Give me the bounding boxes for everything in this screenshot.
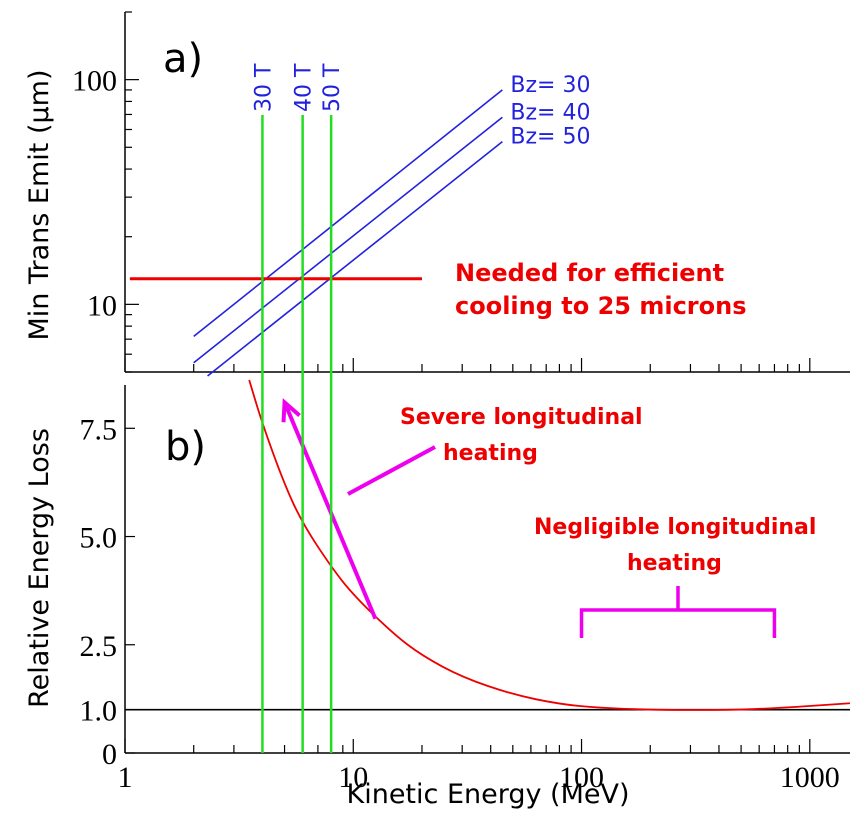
heating-arrow-head <box>281 398 301 423</box>
threshold-label-line1: Needed for efficient <box>455 259 724 287</box>
x-axis-label: Kinetic Energy (MeV) <box>347 779 630 810</box>
panel-b-y-tick-labels: 0 1.0 2.5 5.0 7.5 <box>80 413 118 771</box>
threshold-label-line2: cooling to 25 microns <box>455 292 747 320</box>
negligible-heating-bracket <box>579 586 777 638</box>
negligible-heating-line2: heating <box>627 551 722 576</box>
panel-b-y-tick-label: 0 <box>102 738 117 771</box>
x-tick-label: 1 <box>118 761 133 794</box>
severe-heating-line1: Severe longitudinal <box>400 405 643 430</box>
field-line-label-1: 40 T <box>292 63 317 112</box>
panel-b-x-ticks <box>124 739 811 753</box>
x-tick-label: 1000 <box>780 761 840 794</box>
panel-a-y-axis-label: Min Trans Emit (μm) <box>24 69 55 340</box>
panel-b-y-tick-label: 2.5 <box>80 630 118 663</box>
panel-b-y-axis-label: Relative Energy Loss <box>24 428 55 708</box>
negligible-heating-line1: Negligible longitudinal <box>534 515 816 540</box>
x-tick-label: 100 <box>559 761 604 794</box>
panel-b-label: b) <box>165 424 206 470</box>
bz-label-1: Bz= 40 <box>510 100 590 125</box>
panel-a-y-tick-labels: 10 100 <box>72 65 117 323</box>
panel-b-y-tick-label: 7.5 <box>80 413 118 446</box>
panel-b-y-ticks <box>125 427 135 754</box>
bz-line-1 <box>193 116 503 364</box>
panel-a-y-tick-label: 10 <box>87 289 117 322</box>
panel-b: 1 10 100 1000 0 1.0 2.5 5.0 7.5 b) Relative Ene… <box>24 379 851 810</box>
panel-b-y-tick-label: 1.0 <box>80 695 118 728</box>
bz-label-2: Bz= 50 <box>510 125 590 150</box>
field-lines: 30 T 40 T 50 T <box>251 63 345 753</box>
panel-a-y-ticks <box>125 11 139 373</box>
x-tick-label: 10 <box>338 761 368 794</box>
bz-line-0 <box>193 89 503 338</box>
severe-heating-leader <box>347 445 436 496</box>
panel-a-y-tick-label: 100 <box>72 65 117 98</box>
field-line-label-2: 50 T <box>320 63 345 112</box>
bz-label-0: Bz= 30 <box>510 73 590 98</box>
severe-heating-line2: heating <box>443 441 538 466</box>
panel-b-x-tick-labels: 1 10 100 1000 <box>118 761 840 794</box>
panel-a-label: a) <box>163 36 203 82</box>
energy-loss-curve <box>248 379 851 711</box>
field-line-label-0: 30 T <box>251 63 276 112</box>
bz-line-2 <box>207 140 503 377</box>
panel-b-series <box>125 379 851 711</box>
panel-b-y-tick-label: 5.0 <box>80 522 118 555</box>
